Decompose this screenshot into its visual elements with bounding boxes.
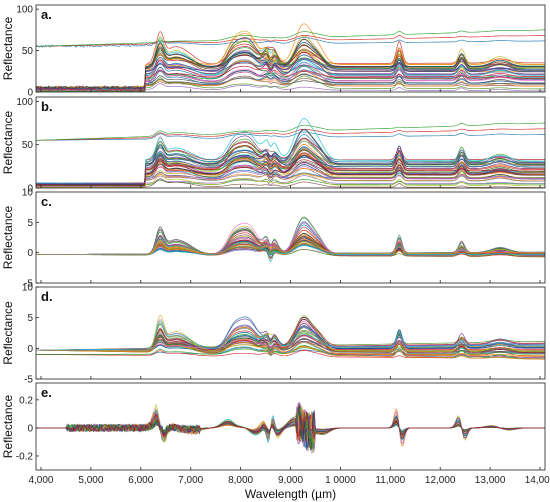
x-tick-label: 6,000 — [128, 475, 153, 486]
y-tick-label: 0 — [27, 423, 33, 434]
spectrum-line — [36, 29, 545, 47]
y-tick-label: 10 — [22, 188, 34, 199]
spectrum-line — [36, 129, 545, 185]
spectrum-line — [36, 403, 545, 443]
panel-d: -5 0 5 10 d. Reflectance — [1, 283, 546, 386]
y-axis-label: Reflectance — [1, 205, 15, 269]
spectrum-line — [36, 229, 545, 255]
panel-label: b. — [41, 99, 53, 114]
series-group — [36, 216, 545, 263]
x-tick-label: 11,000 — [375, 475, 405, 486]
x-tick-label: 4,000 — [28, 475, 53, 486]
x-tick-label: 12,000 — [425, 475, 456, 486]
x-tick-label: 8,000 — [228, 475, 253, 486]
y-tick-label: 50 — [22, 46, 34, 57]
spectrum-line — [36, 403, 545, 450]
x-tick-label: 5,000 — [78, 475, 103, 486]
spectrum-line — [36, 38, 545, 89]
y-axis-label: Reflectance — [1, 110, 15, 174]
panel-a: 0 50 100 a. Reflectance — [1, 4, 546, 99]
x-tick-label: 9,000 — [278, 475, 303, 486]
spectrum-line — [36, 145, 545, 186]
y-tick-label: 10 — [22, 283, 34, 294]
spectrum-line — [36, 36, 545, 48]
y-axis-label: Reflectance — [1, 16, 15, 80]
spectrum-line — [36, 167, 545, 188]
x-tick-label: 14,000 — [525, 475, 550, 486]
y-tick-label: 0.2 — [19, 395, 33, 406]
panel-label: e. — [41, 385, 52, 400]
spectrum-line — [36, 165, 545, 187]
spectrum-line — [36, 350, 545, 360]
x-axis-label: Wavelength (µm) — [245, 487, 336, 501]
spectrum-line — [36, 154, 545, 187]
spectrum-line — [36, 68, 545, 91]
panel-b: 0 50 100 b. Reflectance — [1, 96, 546, 195]
spectrum-line — [36, 131, 545, 141]
panel-label: d. — [41, 289, 53, 304]
y-tick-label: -0.2 — [16, 451, 34, 462]
panel-label: c. — [41, 194, 52, 209]
spectrum-line — [36, 128, 545, 141]
y-tick-label: 0 — [27, 88, 33, 99]
axes-frame — [35, 286, 546, 380]
spectrum-line — [36, 327, 545, 356]
spectrum-line — [36, 410, 545, 448]
y-tick-label: -5 — [24, 375, 33, 386]
y-tick-label: 100 — [16, 5, 33, 16]
y-tick-label: 0 — [27, 344, 33, 355]
panel-c: -5 0 5 10 c. Reflectance — [1, 188, 546, 290]
series-group — [36, 118, 545, 188]
series-group — [36, 401, 545, 454]
panel-label: a. — [41, 7, 52, 22]
y-tick-label: 0 — [27, 184, 33, 195]
y-tick-label: 5 — [27, 218, 33, 229]
y-tick-label: 100 — [16, 97, 33, 108]
spectrum-line — [36, 320, 545, 351]
y-tick-label: 0 — [27, 248, 33, 259]
spectrum-line — [36, 407, 545, 453]
series-group — [36, 314, 545, 360]
y-tick-label: 50 — [22, 140, 34, 151]
spectrum-line — [36, 35, 545, 47]
x-tick-label: 7,000 — [178, 475, 203, 486]
series-group — [36, 23, 545, 92]
x-tick-label: 1 0000 — [325, 475, 356, 486]
y-tick-label: -5 — [24, 279, 33, 290]
spectrum-line — [36, 122, 545, 141]
spectrum-line — [36, 59, 545, 90]
spectrum-line — [36, 75, 545, 92]
y-axis-label: Reflectance — [1, 394, 15, 458]
spectrum-line — [36, 411, 545, 440]
y-axis-label: Reflectance — [1, 301, 15, 365]
spectrum-line — [36, 339, 545, 360]
x-tick-label: 13,000 — [475, 475, 506, 486]
panel-e: -0.2 0 0.2 e. Reflectance — [1, 382, 546, 471]
axes-frame — [35, 191, 546, 284]
spectrum-line — [36, 51, 545, 92]
y-tick-label: 5 — [27, 313, 33, 324]
